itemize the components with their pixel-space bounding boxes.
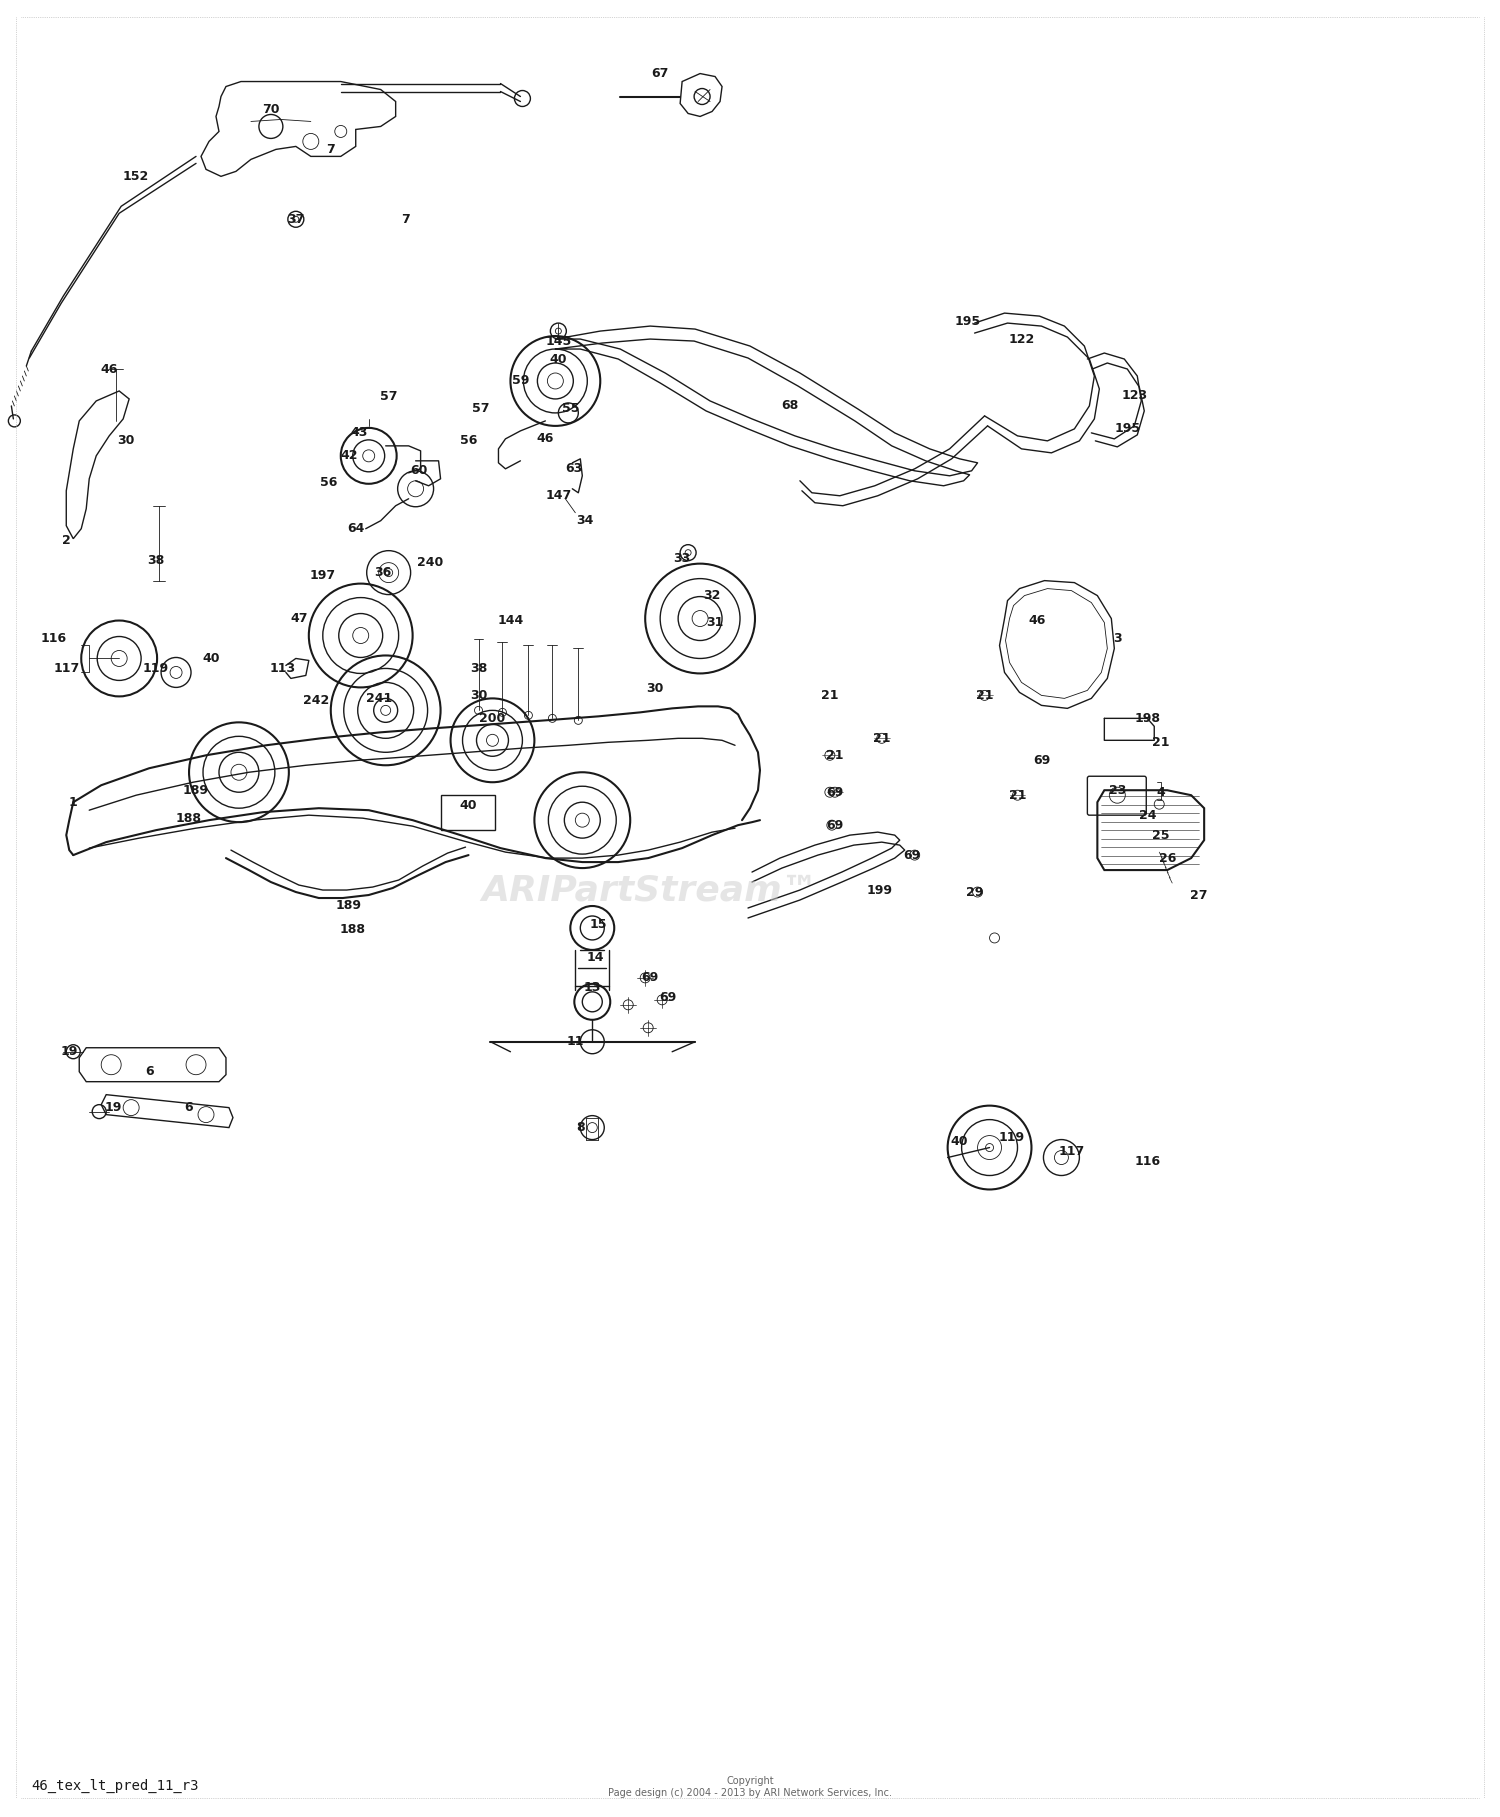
Text: 31: 31 — [706, 616, 724, 629]
Text: 21: 21 — [827, 749, 843, 761]
Text: 69: 69 — [827, 785, 843, 799]
Text: 21: 21 — [1010, 789, 1026, 801]
Text: 29: 29 — [966, 885, 984, 899]
Text: 25: 25 — [1152, 829, 1170, 841]
Text: 3: 3 — [1113, 632, 1122, 645]
Text: 14: 14 — [586, 952, 604, 965]
Text: 1: 1 — [69, 796, 78, 809]
Text: 113: 113 — [270, 661, 296, 674]
Text: 33: 33 — [674, 552, 692, 565]
Text: 6: 6 — [146, 1065, 153, 1077]
Text: 23: 23 — [1108, 783, 1126, 796]
Text: 117: 117 — [1059, 1145, 1084, 1157]
Text: 21: 21 — [976, 689, 993, 701]
Text: 199: 199 — [867, 883, 892, 896]
Text: 56: 56 — [320, 476, 338, 489]
Text: 188: 188 — [176, 812, 202, 825]
Text: 147: 147 — [544, 489, 572, 501]
Text: 4: 4 — [1156, 785, 1166, 799]
Text: 38: 38 — [147, 554, 165, 567]
Text: 30: 30 — [470, 689, 488, 701]
Text: 6: 6 — [184, 1101, 194, 1114]
Text: 55: 55 — [561, 402, 579, 416]
Text: 68: 68 — [782, 400, 798, 412]
Text: 197: 197 — [309, 569, 336, 581]
Text: 34: 34 — [576, 514, 594, 527]
Text: 15: 15 — [590, 918, 608, 932]
Text: 38: 38 — [470, 661, 488, 674]
Text: 195: 195 — [1114, 422, 1140, 436]
Text: 189: 189 — [183, 783, 209, 796]
Text: 8: 8 — [576, 1121, 585, 1134]
Text: 13: 13 — [584, 981, 602, 994]
Text: Copyright
Page design (c) 2004 - 2013 by ARI Network Services, Inc.: Copyright Page design (c) 2004 - 2013 by… — [608, 1777, 892, 1799]
Text: 56: 56 — [460, 434, 477, 447]
Text: 188: 188 — [339, 923, 366, 936]
Text: 152: 152 — [123, 169, 150, 184]
Text: 11: 11 — [567, 1036, 584, 1048]
Text: 40: 40 — [951, 1136, 969, 1148]
Text: ARIPartStream™: ARIPartStream™ — [482, 872, 819, 907]
Text: 70: 70 — [262, 104, 279, 116]
Text: 240: 240 — [417, 556, 444, 569]
Text: 43: 43 — [350, 427, 368, 440]
Text: 123: 123 — [1120, 389, 1148, 402]
Text: 30: 30 — [646, 681, 664, 694]
Text: 64: 64 — [346, 521, 364, 536]
Text: 122: 122 — [1008, 333, 1035, 345]
Text: 241: 241 — [366, 692, 392, 705]
Text: 69: 69 — [642, 972, 658, 985]
Text: 69: 69 — [903, 849, 921, 861]
Text: 7: 7 — [327, 144, 334, 156]
Text: 36: 36 — [374, 567, 392, 580]
Text: 195: 195 — [954, 314, 981, 327]
Text: 42: 42 — [340, 449, 357, 462]
Text: 116: 116 — [1134, 1156, 1161, 1168]
Text: 119: 119 — [142, 661, 170, 674]
Text: 145: 145 — [544, 334, 572, 347]
Text: 57: 57 — [380, 391, 398, 403]
Text: 116: 116 — [40, 632, 66, 645]
Text: 46: 46 — [537, 432, 554, 445]
Text: 63: 63 — [566, 462, 584, 476]
Text: 198: 198 — [1134, 712, 1161, 725]
Text: 69: 69 — [660, 992, 676, 1005]
Text: 57: 57 — [471, 402, 489, 416]
Text: 46: 46 — [100, 363, 118, 376]
Text: 2: 2 — [62, 534, 70, 547]
Text: 21: 21 — [1152, 736, 1170, 749]
Text: 117: 117 — [53, 661, 80, 674]
Text: 27: 27 — [1191, 889, 1208, 901]
Text: 189: 189 — [336, 898, 362, 912]
Text: 26: 26 — [1158, 852, 1176, 865]
Text: 242: 242 — [303, 694, 328, 707]
Text: 119: 119 — [999, 1130, 1024, 1145]
Text: 24: 24 — [1138, 809, 1156, 821]
Text: 37: 37 — [286, 213, 304, 225]
Text: 32: 32 — [704, 589, 722, 601]
Text: 200: 200 — [480, 712, 506, 725]
Text: 144: 144 — [498, 614, 523, 627]
Text: 69: 69 — [827, 819, 843, 832]
Text: 40: 40 — [202, 652, 219, 665]
Text: 60: 60 — [410, 465, 428, 478]
Text: 19: 19 — [105, 1101, 122, 1114]
Text: 21: 21 — [821, 689, 839, 701]
Text: 30: 30 — [117, 434, 135, 447]
Text: 21: 21 — [873, 732, 891, 745]
Text: 47: 47 — [290, 612, 308, 625]
Text: 40: 40 — [460, 799, 477, 812]
Text: 46: 46 — [1029, 614, 1045, 627]
Text: 67: 67 — [651, 67, 669, 80]
Text: 59: 59 — [512, 374, 530, 387]
Text: 46_tex_lt_pred_11_r3: 46_tex_lt_pred_11_r3 — [32, 1779, 200, 1793]
Text: 19: 19 — [60, 1045, 78, 1057]
Text: 40: 40 — [549, 352, 567, 365]
Text: 69: 69 — [1034, 754, 1050, 767]
Text: 7: 7 — [402, 213, 410, 225]
